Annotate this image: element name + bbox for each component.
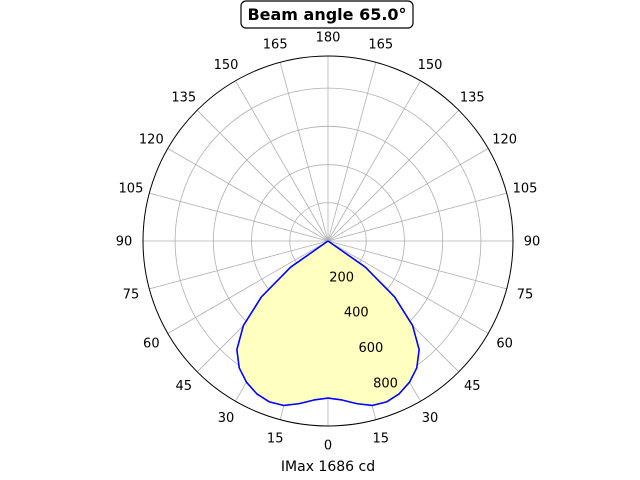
angle-tick-label: 120 bbox=[139, 133, 164, 148]
angle-tick-label: 105 bbox=[119, 182, 144, 197]
angle-tick-label: 75 bbox=[123, 287, 140, 302]
angular-gridline bbox=[279, 62, 329, 242]
series-layer bbox=[236, 240, 420, 407]
series-line bbox=[236, 240, 420, 407]
angle-tick-label: 75 bbox=[517, 287, 534, 302]
angle-tick-label: 45 bbox=[464, 379, 481, 394]
chart-title-frame bbox=[240, 0, 414, 29]
angle-tick-label: 135 bbox=[460, 90, 485, 105]
angle-tick-label: 90 bbox=[116, 235, 133, 250]
angle-tick-label: 60 bbox=[496, 337, 513, 352]
angular-gridline bbox=[149, 192, 329, 242]
angle-tick-label: 165 bbox=[368, 37, 393, 52]
angle-tick-label: 150 bbox=[214, 58, 239, 73]
angle-tick-label: 15 bbox=[267, 432, 284, 447]
angle-tick-label: 105 bbox=[513, 182, 538, 197]
angular-gridline bbox=[149, 240, 329, 290]
angular-gridline bbox=[196, 109, 329, 242]
angle-tick-label: 0 bbox=[324, 439, 332, 454]
angular-gridline bbox=[167, 240, 329, 334]
radial-tick-label: 600 bbox=[358, 341, 383, 356]
angle-tick-labels: 0 15 30 45 60 75 90 105 120 135 150 165 180 165 150 135… bbox=[116, 31, 541, 454]
angle-tick-label: 45 bbox=[175, 379, 192, 394]
angle-tick-label: 150 bbox=[418, 58, 443, 73]
chart-title-box: Beam angle 65.0° bbox=[240, 0, 414, 29]
radial-tick-label: 200 bbox=[329, 270, 354, 285]
angular-gridline bbox=[327, 109, 460, 242]
angular-gridline bbox=[327, 80, 421, 242]
x-axis-label: IMax 1686 cd bbox=[281, 459, 375, 475]
angle-tick-label: 15 bbox=[373, 432, 390, 447]
angular-gridline bbox=[327, 240, 489, 334]
radial-tick-labels: 200 400 600 800 bbox=[329, 270, 398, 391]
series-fill-area bbox=[236, 241, 420, 406]
angular-gridline bbox=[327, 62, 377, 242]
radial-tick-label: 400 bbox=[344, 306, 369, 321]
polar-outer-ring bbox=[142, 55, 514, 427]
angle-tick-label: 165 bbox=[263, 37, 288, 52]
angle-tick-label: 180 bbox=[316, 31, 341, 46]
angle-tick-label: 120 bbox=[492, 133, 517, 148]
angle-tick-label: 135 bbox=[171, 90, 196, 105]
angular-gridline bbox=[327, 192, 507, 242]
angular-gridline bbox=[327, 240, 507, 290]
angular-gridline bbox=[167, 148, 329, 242]
angle-tick-label: 90 bbox=[524, 235, 541, 250]
angular-gridline bbox=[327, 148, 489, 242]
angle-tick-label: 30 bbox=[218, 411, 235, 426]
angle-tick-label: 60 bbox=[143, 337, 160, 352]
angular-gridline bbox=[235, 80, 329, 242]
chart-title: Beam angle 65.0° bbox=[247, 5, 406, 24]
radial-tick-label: 800 bbox=[373, 376, 398, 391]
angle-tick-label: 30 bbox=[422, 411, 439, 426]
